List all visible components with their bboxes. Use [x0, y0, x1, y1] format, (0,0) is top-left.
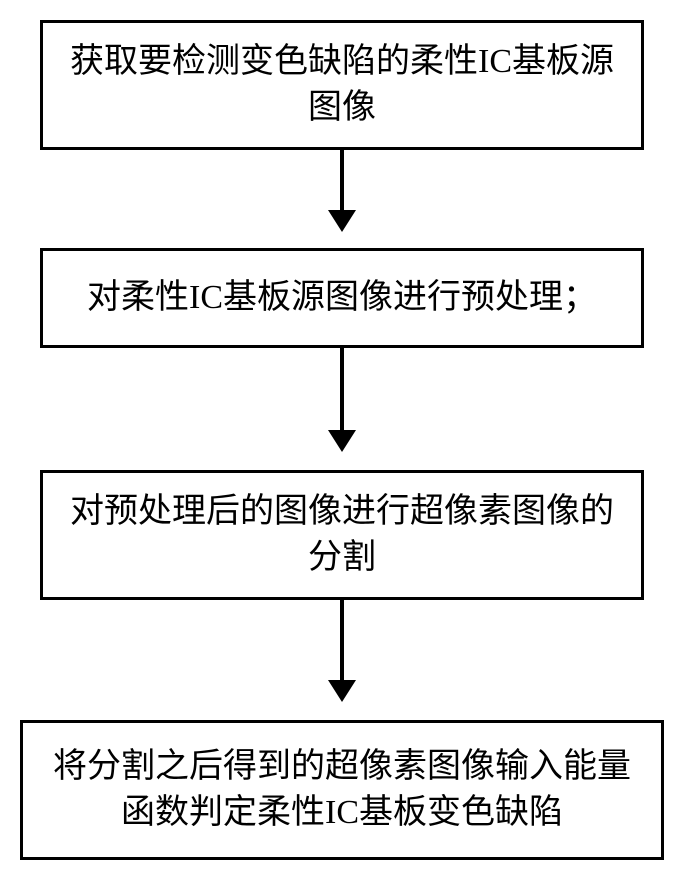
arrow-shaft — [340, 150, 344, 210]
arrow-shaft — [340, 348, 344, 430]
arrow-head-icon — [328, 210, 356, 232]
flow-node-2-label: 对柔性IC基板源图像进行预处理； — [87, 275, 597, 321]
arrow-head-icon — [328, 680, 356, 702]
flow-node-1: 获取要检测变色缺陷的柔性IC基板源图像 — [40, 20, 644, 150]
arrow-head-icon — [328, 430, 356, 452]
arrow-shaft — [340, 600, 344, 680]
flow-node-1-label: 获取要检测变色缺陷的柔性IC基板源图像 — [63, 39, 621, 131]
flow-arrow-2 — [328, 348, 356, 452]
flowchart-canvas: 获取要检测变色缺陷的柔性IC基板源图像 对柔性IC基板源图像进行预处理； 对预处… — [0, 0, 684, 885]
flow-node-3: 对预处理后的图像进行超像素图像的分割 — [40, 470, 644, 600]
flow-node-2: 对柔性IC基板源图像进行预处理； — [40, 248, 644, 348]
flow-arrow-1 — [328, 150, 356, 232]
flow-node-4: 将分割之后得到的超像素图像输入能量函数判定柔性IC基板变色缺陷 — [20, 720, 664, 860]
flow-arrow-3 — [328, 600, 356, 702]
flow-node-4-label: 将分割之后得到的超像素图像输入能量函数判定柔性IC基板变色缺陷 — [43, 744, 641, 836]
flow-node-3-label: 对预处理后的图像进行超像素图像的分割 — [63, 489, 621, 581]
